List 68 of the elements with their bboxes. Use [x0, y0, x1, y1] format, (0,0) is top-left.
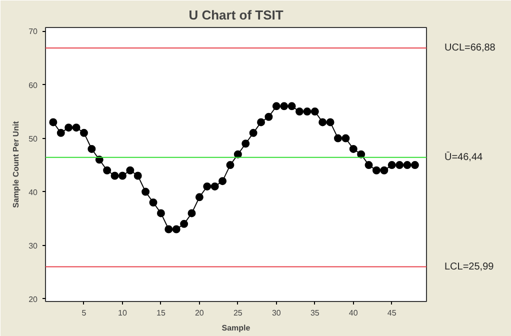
point [288, 102, 296, 110]
point [257, 118, 266, 126]
y-tick-label: 50 [28, 134, 38, 144]
point [342, 134, 350, 142]
point [188, 209, 196, 218]
x-tick-label: 10 [118, 308, 128, 318]
y-tick-label: 60 [28, 80, 38, 90]
point [372, 166, 380, 174]
point [234, 150, 242, 158]
point [210, 182, 219, 190]
point [242, 140, 250, 148]
x-tick-label: 35 [310, 308, 320, 318]
x-tick-label: 5 [82, 308, 87, 318]
point [103, 166, 112, 174]
point [156, 209, 165, 218]
x-tick-label: 40 [348, 308, 358, 318]
point [357, 150, 366, 158]
x-tick-label: 30 [272, 308, 282, 318]
y-tick-label: 70 [28, 27, 38, 36]
point [226, 161, 234, 170]
point [218, 177, 227, 186]
x-tick-label: 15 [156, 308, 166, 318]
point [180, 220, 188, 228]
x-tick-label: 45 [387, 308, 397, 318]
point [72, 124, 80, 132]
point [296, 108, 304, 116]
ref-line-label: Ū=46,44 [444, 150, 484, 163]
y-tick-label: 40 [28, 188, 38, 197]
ref-line-label: UCL=66,88 [444, 42, 496, 54]
y-tick-label: 30 [28, 241, 38, 250]
point [110, 172, 119, 180]
point [203, 182, 212, 190]
point [88, 144, 96, 153]
point [126, 166, 134, 174]
point [249, 128, 258, 137]
chart-title: U Chart of TSIT [188, 8, 284, 22]
point [49, 118, 58, 126]
point [326, 118, 334, 126]
point [64, 124, 73, 132]
point [164, 225, 173, 234]
point [280, 102, 288, 110]
x-tick-label: 25 [233, 308, 243, 318]
point [264, 112, 273, 121]
point [80, 128, 88, 137]
point [142, 188, 150, 196]
ref-line-label: LCL=25,99 [444, 261, 494, 272]
point [388, 161, 396, 170]
y-axis-title: Sample Count Per Unit [12, 120, 21, 208]
point [56, 128, 65, 137]
point [134, 172, 142, 180]
x-axis-title: Sample [222, 324, 251, 332]
point [310, 108, 319, 116]
point [303, 108, 312, 116]
point [318, 118, 327, 126]
point [334, 134, 342, 142]
point [149, 198, 158, 206]
x-tick-label: 20 [194, 308, 204, 318]
point [364, 161, 373, 170]
point [403, 161, 412, 170]
point [172, 225, 180, 234]
point [349, 144, 358, 153]
y-tick-label: 20 [28, 294, 38, 304]
point [380, 166, 388, 174]
point [195, 193, 204, 202]
point [396, 161, 404, 170]
point [118, 172, 126, 180]
point [272, 102, 280, 110]
point [410, 161, 419, 170]
